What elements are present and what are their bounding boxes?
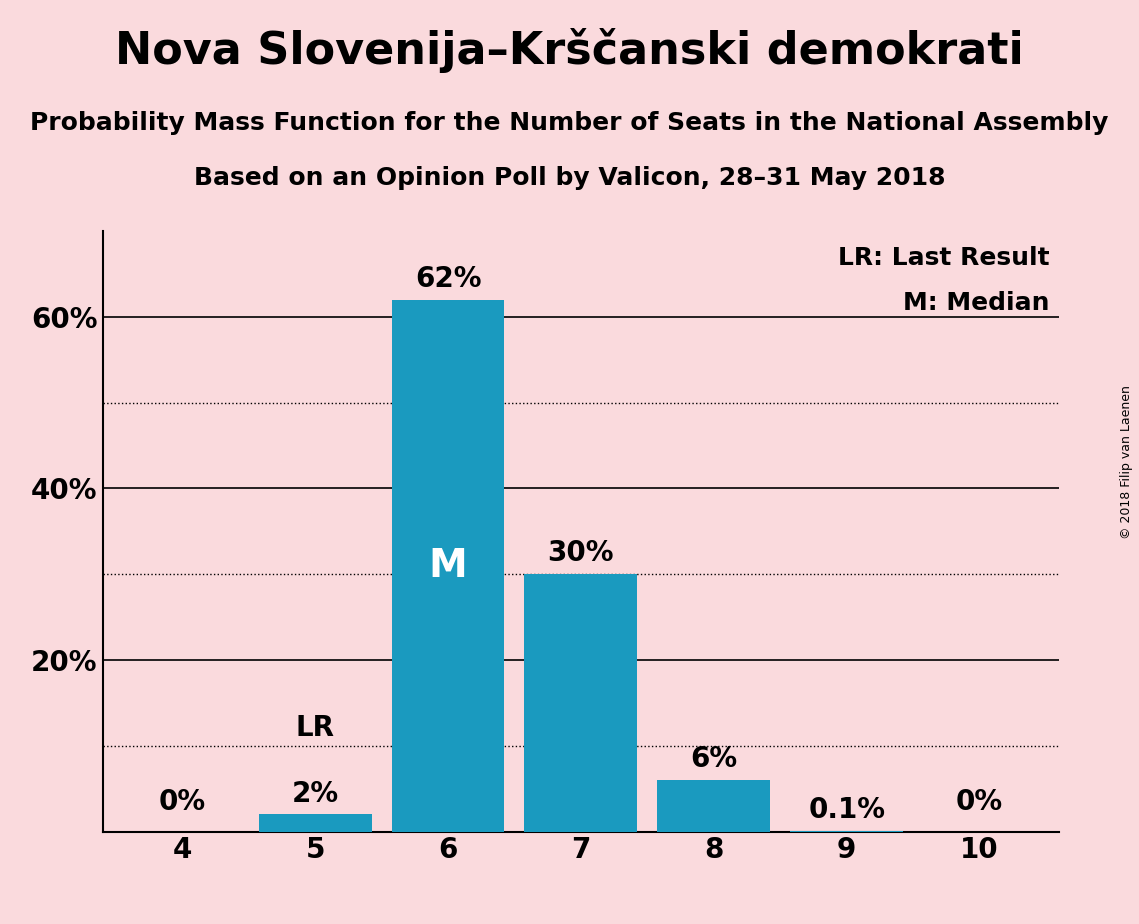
Bar (259, 814, 371, 832)
Bar (524, 574, 638, 832)
Text: Nova Slovenija–Krščanski demokrati: Nova Slovenija–Krščanski demokrati (115, 28, 1024, 73)
Text: 2%: 2% (292, 780, 338, 808)
Text: Probability Mass Function for the Number of Seats in the National Assembly: Probability Mass Function for the Number… (31, 111, 1108, 135)
Text: 62%: 62% (415, 265, 482, 293)
Text: 0.1%: 0.1% (809, 796, 885, 824)
Text: M: Median: M: Median (903, 291, 1050, 315)
Bar (657, 780, 770, 832)
Text: 30%: 30% (548, 540, 614, 567)
Bar (392, 299, 505, 832)
Text: © 2018 Filip van Laenen: © 2018 Filip van Laenen (1121, 385, 1133, 539)
Text: 0%: 0% (158, 788, 206, 816)
Text: LR: LR (296, 713, 335, 741)
Text: 0%: 0% (956, 788, 1003, 816)
Text: M: M (428, 547, 467, 585)
Text: Based on an Opinion Poll by Valicon, 28–31 May 2018: Based on an Opinion Poll by Valicon, 28–… (194, 166, 945, 190)
Text: 6%: 6% (690, 746, 737, 773)
Text: LR: Last Result: LR: Last Result (838, 246, 1050, 270)
